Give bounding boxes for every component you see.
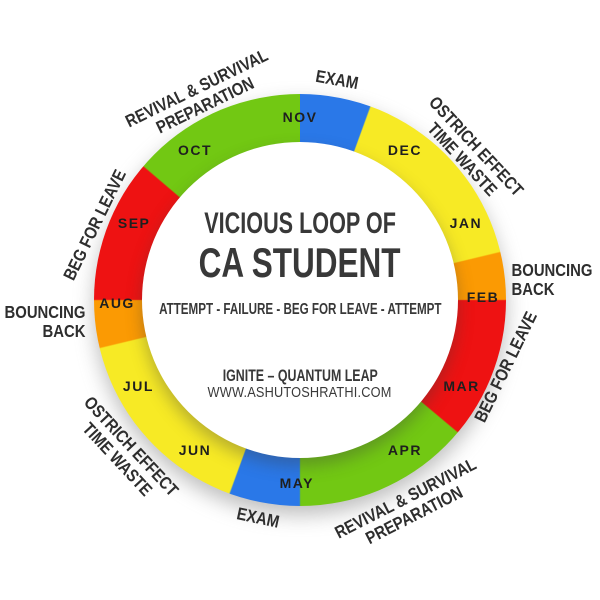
outer-label-line: BOUNCING xyxy=(4,302,86,323)
month-label-mar: MAR xyxy=(443,377,480,394)
outer-label-line: BACK xyxy=(511,279,555,300)
brand-text: IGNITE – QUANTUM LEAP xyxy=(222,366,378,385)
month-label-sep: SEP xyxy=(117,214,151,231)
title-line1: VICIOUS LOOP OF xyxy=(204,207,396,240)
month-label-feb: FEB xyxy=(466,288,500,305)
outer-label-line: BACK xyxy=(42,321,86,342)
inner-circle xyxy=(142,142,458,458)
month-label-oct: OCT xyxy=(178,142,213,159)
month-label-dec: DEC xyxy=(387,142,422,159)
loop-subtitle: ATTEMPT - FAILURE - BEG FOR LEAVE - ATTE… xyxy=(158,301,442,318)
outer-label-bouncing-back-left: BOUNCING BACK xyxy=(4,303,85,341)
outer-label-line: EXAM xyxy=(313,65,360,94)
month-label-jan: JAN xyxy=(449,214,483,231)
website-text: WWW.ASHUTOSHRATHI.COM xyxy=(207,385,392,401)
center-text: VICIOUS LOOP OF CA STUDENT ATTEMPT - FAI… xyxy=(130,142,470,458)
month-label-jun: JUN xyxy=(178,441,212,458)
title-line2: CA STUDENT xyxy=(199,239,401,286)
outer-label-exam-top: EXAM xyxy=(313,65,360,94)
outer-label-line: EXAM xyxy=(234,503,281,532)
outer-label-exam-bottom: EXAM xyxy=(234,503,281,532)
month-label-may: MAY xyxy=(279,474,314,491)
outer-label-bouncing-back-right: BOUNCING BACK xyxy=(512,261,593,299)
month-label-aug: AUG xyxy=(99,295,135,312)
month-label-jul: JUL xyxy=(122,377,154,394)
month-label-apr: APR xyxy=(387,441,422,458)
outer-label-line: BOUNCING xyxy=(511,260,593,281)
month-label-nov: NOV xyxy=(282,109,318,125)
